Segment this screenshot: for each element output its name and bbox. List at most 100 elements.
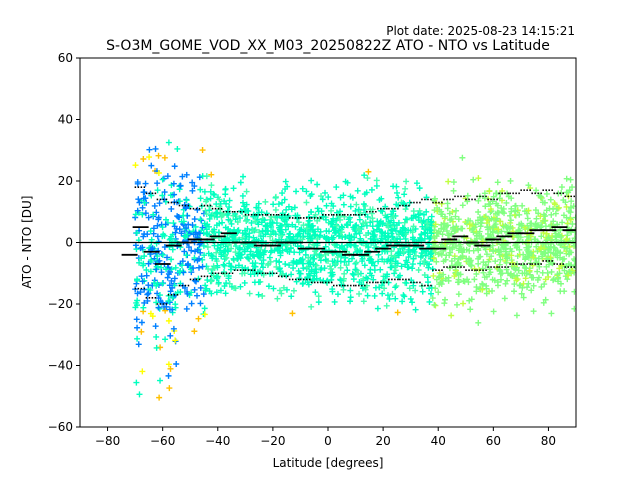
scatter-point: [275, 201, 282, 208]
scatter-point: [484, 217, 491, 224]
scatter-point: [138, 319, 145, 326]
scatter-point: [296, 226, 303, 233]
scatter-point: [314, 240, 321, 247]
scatter-point: [492, 210, 499, 217]
y-tick-label: −40: [48, 359, 73, 373]
scatter-point: [564, 245, 571, 252]
scatter-point: [489, 242, 496, 249]
scatter-point: [381, 278, 388, 285]
scatter-point: [337, 277, 344, 284]
scatter-point: [153, 209, 160, 216]
scatter-point: [143, 266, 150, 273]
scatter-point: [503, 199, 510, 206]
scatter-point: [409, 299, 416, 306]
scatter-point: [132, 242, 139, 249]
scatter-point: [373, 182, 380, 189]
scatter-point: [418, 250, 425, 257]
scatter-point: [159, 176, 166, 183]
scatter-point: [403, 280, 410, 287]
scatter-point: [152, 145, 159, 152]
scatter-point: [382, 203, 389, 210]
scatter-point: [497, 276, 504, 283]
scatter-point: [240, 173, 247, 180]
scatter-point: [160, 231, 167, 238]
scatter-point: [409, 261, 416, 268]
scatter-point: [333, 222, 340, 229]
scatter-point: [526, 267, 533, 274]
scatter-point: [563, 175, 570, 182]
scatter-point: [170, 325, 177, 332]
scatter-point: [272, 206, 279, 213]
scatter-point: [557, 227, 564, 234]
scatter-point: [295, 267, 302, 274]
scatter-point: [132, 162, 139, 169]
scatter-point: [243, 188, 250, 195]
scatter-point: [521, 224, 528, 231]
scatter-point: [155, 295, 162, 302]
scatter-point: [371, 292, 378, 299]
scatter-point: [330, 203, 337, 210]
scatter-point: [377, 238, 384, 245]
scatter-point: [140, 304, 147, 311]
scatter-point: [384, 213, 391, 220]
scatter-point: [360, 201, 367, 208]
scatter-point: [486, 266, 493, 273]
scatter-point: [436, 273, 443, 280]
scatter-point: [540, 299, 547, 306]
x-tick-label: −60: [150, 434, 175, 448]
scatter-point: [166, 236, 173, 243]
scatter-point: [160, 175, 167, 182]
scatter-point: [569, 221, 576, 228]
scatter-point: [205, 250, 212, 257]
scatter-point: [431, 207, 438, 214]
scatter-point: [144, 291, 151, 298]
scatter-point: [563, 203, 570, 210]
scatter-point: [312, 211, 319, 218]
scatter-point: [500, 244, 507, 251]
scatter-point: [435, 274, 442, 281]
scatter-point: [170, 180, 177, 187]
scatter-point: [183, 252, 190, 259]
scatter-point: [179, 173, 186, 180]
scatter-point: [289, 310, 296, 317]
scatter-point: [433, 258, 440, 265]
scatter-point: [139, 278, 146, 285]
scatter-point: [470, 176, 477, 183]
scatter-point: [455, 216, 462, 223]
scatter-point: [196, 174, 203, 181]
x-tick-label: −20: [260, 434, 285, 448]
scatter-point: [236, 215, 243, 222]
scatter-point: [289, 221, 296, 228]
scatter-point: [343, 262, 350, 269]
scatter-point: [564, 276, 571, 283]
scatter-point: [417, 260, 424, 267]
scatter-point: [156, 305, 163, 312]
scatter-point: [232, 264, 239, 271]
scatter-point: [156, 394, 163, 401]
scatter-point: [571, 257, 576, 264]
scatter-point: [201, 305, 208, 312]
scatter-point: [553, 238, 560, 245]
scatter-point: [530, 254, 537, 261]
scatter-point: [466, 247, 473, 254]
scatter-point: [260, 264, 267, 271]
scatter-point: [249, 252, 256, 259]
scatter-point: [351, 234, 358, 241]
scatter-point: [165, 361, 172, 368]
scatter-point: [201, 311, 208, 318]
scatter-point: [507, 272, 514, 279]
scatter-point: [251, 263, 258, 270]
scatter-point: [443, 223, 450, 230]
scatter-point: [363, 240, 370, 247]
scatter-point: [170, 220, 177, 227]
scatter-point: [287, 245, 294, 252]
scatter-point: [379, 256, 386, 263]
scatter-point: [286, 262, 293, 269]
scatter-point: [446, 265, 453, 272]
scatter-point: [428, 218, 435, 225]
scatter-point: [347, 203, 354, 210]
scatter-point: [453, 301, 460, 308]
scatter-point: [392, 284, 399, 291]
scatter-point: [228, 263, 235, 270]
scatter-point: [283, 206, 290, 213]
